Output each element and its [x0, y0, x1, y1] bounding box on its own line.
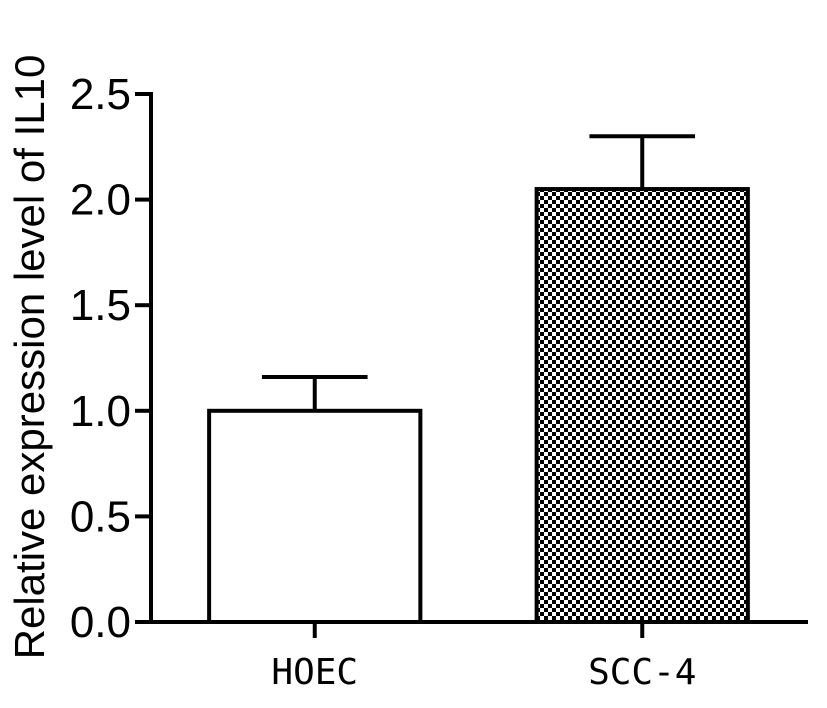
y-tick-label: 2.5 — [70, 70, 131, 119]
bars — [207, 134, 750, 624]
x-axis-ticks: HOEC SCC-4 — [271, 622, 696, 693]
y-tick-label: 1.5 — [70, 281, 131, 330]
y-tick-label: 2.0 — [70, 176, 131, 225]
y-tick-label: 0.0 — [70, 598, 131, 647]
x-tick-label: HOEC — [271, 652, 358, 693]
y-axis-ticks: 0.0 0.5 1.0 1.5 2.0 2.5 — [70, 70, 151, 647]
y-tick-label: 0.5 — [70, 492, 131, 541]
x-tick-label: SCC-4 — [588, 652, 696, 693]
y-axis-label: Relative expression level of IL10 — [6, 55, 53, 660]
y-tick-label: 1.0 — [70, 387, 131, 436]
bar-scc-4 — [534, 187, 750, 624]
bar-hoec — [207, 408, 423, 624]
